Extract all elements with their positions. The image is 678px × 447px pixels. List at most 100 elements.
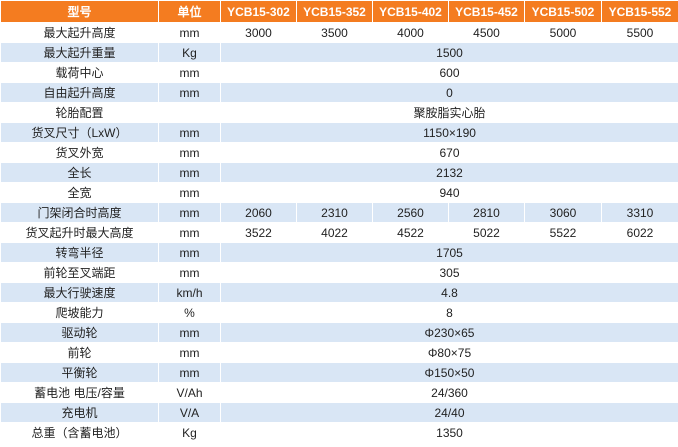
table-row: 全长 mm 2132 [0,162,678,183]
value-cell: 1350 [220,422,678,443]
value-cell: 5000 [524,22,602,43]
row-label: 货叉起升时最大高度 [0,222,159,243]
table-row: 门架闭合时高度 mm 2060 2310 2560 2810 3060 3310 [0,202,678,223]
unit-cell: mm [158,82,221,103]
value-cell: 600 [220,62,678,83]
unit-cell: mm [158,62,221,83]
table-row: 爬坡能力% 8 [0,302,678,323]
header-row: 型号 单位 YCB15-302 YCB15-352 YCB15-402 YCB15-452… [0,0,678,23]
value-cell: Φ150×50 [220,362,678,383]
value-cell: 4522 [372,222,449,243]
row-label: 自由起升高度 [0,82,159,103]
value-cell: 2060 [220,202,297,223]
value-cell: 6022 [601,222,678,243]
unit-cell: mm [158,202,221,223]
row-label: 全宽 [0,182,159,203]
header-cell: YCB15-502 [524,0,602,23]
value-cell: 3000 [220,22,297,43]
row-label: 货叉外宽 [0,142,159,163]
row-label: 载荷中心 [0,62,159,83]
value-cell: 670 [220,142,678,163]
table-row: 全宽 mm 940 [0,182,678,203]
row-label: 总重（含蓄电池） [0,422,159,443]
table-row: 最大起升高度 mm 3000 3500 4000 4500 5000 5500 [0,22,678,43]
value-cell: 4000 [372,22,449,43]
row-label: 门架闭合时高度 [0,202,159,223]
unit-cell: Kg [158,42,221,63]
header-cell: YCB15-552 [601,0,678,23]
value-cell: 5022 [448,222,525,243]
value-cell: 1500 [220,42,678,63]
row-label: 最大起升高度 [0,22,159,43]
unit-cell: km/h [158,282,221,303]
value-cell: 3522 [220,222,297,243]
value-cell: 4.8 [220,282,678,303]
row-label: 最大起升重量 [0,42,159,63]
table-row: 自由起升高度 mm 0 [0,82,678,103]
table-row: 驱动轮 mm Φ230×65 [0,322,678,343]
table-row: 载荷中心 mm 600 [0,62,678,83]
table-row: 前轮 mm Φ80×75 [0,342,678,363]
row-label: 蓄电池 电压/容量 [0,382,159,403]
unit-cell: mm [158,262,221,283]
header-cell: YCB15-352 [296,0,373,23]
row-label: 轮胎配置 [0,102,159,123]
value-cell: Φ80×75 [220,342,678,363]
value-cell: 5500 [601,22,678,43]
value-cell: 2810 [448,202,525,223]
value-cell: 305 [220,262,678,283]
header-cell: 型号 [0,0,159,23]
unit-cell: V/A [158,402,221,423]
unit-cell: mm [158,142,221,163]
row-label: 驱动轮 [0,322,159,343]
value-cell: 940 [220,182,678,203]
row-label: 最大行驶速度 [0,282,159,303]
value-cell: 1150×190 [220,122,678,143]
value-cell: 3500 [296,22,373,43]
row-label: 前轮 [0,342,159,363]
header-cell: YCB15-452 [448,0,525,23]
value-cell: 24/40 [220,402,678,423]
table-row: 充电机 V/A 24/40 [0,402,678,423]
table-row: 平衡轮 mm Φ150×50 [0,362,678,383]
row-label: 前轮至叉端距 [0,262,159,283]
unit-cell: mm [158,122,221,143]
table-body: 最大起升高度 mm 3000 3500 4000 4500 5000 5500 最大起升重量 Kg… [0,22,678,443]
table-row: 蓄电池 电压/容量 V/Ah 24/360 [0,382,678,403]
value-cell: 1705 [220,242,678,263]
unit-cell: Kg [158,422,221,443]
unit-cell: mm [158,22,221,43]
header-cell: YCB15-302 [220,0,297,23]
table-row: 转弯半径 mm 1705 [0,242,678,263]
value-cell: 4022 [296,222,373,243]
value-cell: 5522 [524,222,602,243]
unit-cell: mm [158,162,221,183]
table-row: 货叉起升时最大高度 mm 3522 4022 4522 5022 5522 6022 [0,222,678,243]
unit-cell: % [158,302,221,323]
unit-cell: mm [158,222,221,243]
table-row: 总重（含蓄电池） Kg 1350 [0,422,678,443]
unit-cell: mm [158,342,221,363]
unit-cell: mm [158,242,221,263]
unit-cell: V/Ah [158,382,221,403]
row-label: 全长 [0,162,159,183]
unit-cell [158,102,221,123]
value-cell: 24/360 [220,382,678,403]
header-cell: YCB15-402 [372,0,449,23]
value-cell: 3310 [601,202,678,223]
row-label: 充电机 [0,402,159,423]
unit-cell: mm [158,182,221,203]
value-cell: 0 [220,82,678,103]
table-row: 货叉尺寸（LxW） mm 1150×190 [0,122,678,143]
row-label: 转弯半径 [0,242,159,263]
value-cell: 8 [220,302,678,323]
table-row: 前轮至叉端距 mm 305 [0,262,678,283]
value-cell: Φ230×65 [220,322,678,343]
value-cell: 2132 [220,162,678,183]
value-cell: 2310 [296,202,373,223]
unit-cell: mm [158,362,221,383]
table-row: 最大起升重量 Kg 1500 [0,42,678,63]
row-label: 货叉尺寸（LxW） [0,122,159,143]
